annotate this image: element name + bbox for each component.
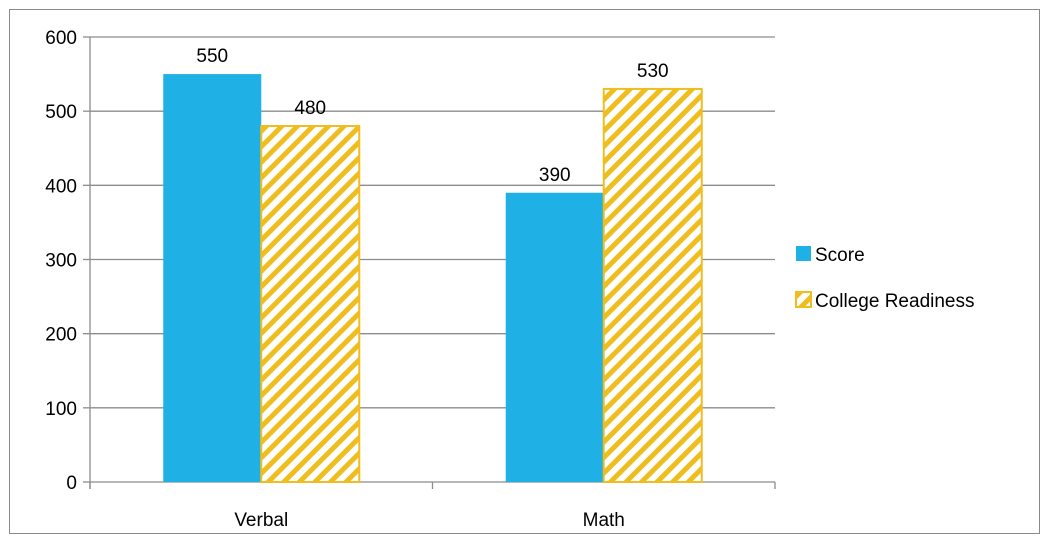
legend: Score College Readiness [795,245,975,312]
legend-label: College Readiness [815,291,975,312]
legend-swatch [796,246,811,261]
y-tick-label: 500 [45,102,77,123]
y-tick-label: 0 [66,473,77,494]
bar-college-readiness [602,87,703,484]
bar-college-readiness [260,125,361,483]
y-tick-label: 100 [45,399,77,420]
bars [163,74,703,484]
data-label: 390 [539,165,571,186]
x-category-label: Math [583,510,625,531]
data-labels: 550 480 390 530 [196,46,668,186]
y-tick-label: 300 [45,251,77,272]
data-label: 550 [196,46,228,67]
bar-score [505,192,604,482]
bar-score [163,74,262,482]
y-tick-label: 400 [45,176,77,197]
legend-label: Score [815,245,865,266]
legend-swatch [795,291,812,308]
data-label: 480 [294,98,326,119]
y-tick-label: 200 [45,325,77,346]
data-label: 530 [637,61,669,82]
x-category-label: Verbal [234,510,288,531]
y-tick-label: 600 [45,28,77,49]
